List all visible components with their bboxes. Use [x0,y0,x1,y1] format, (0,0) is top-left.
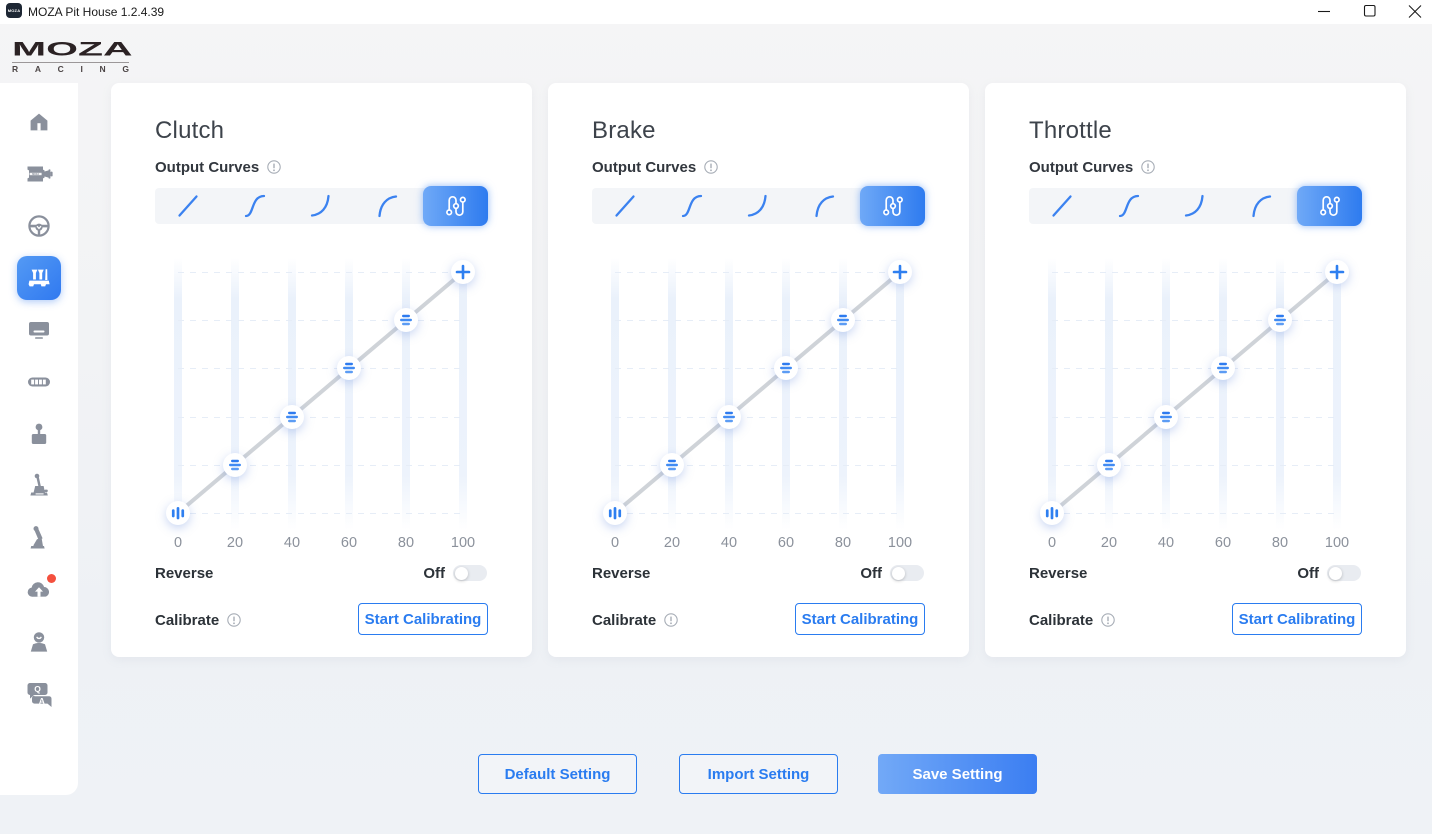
svg-text:Q: Q [34,684,41,694]
svg-text:A: A [39,695,45,705]
svg-text:MOZA: MOZA [32,173,39,176]
